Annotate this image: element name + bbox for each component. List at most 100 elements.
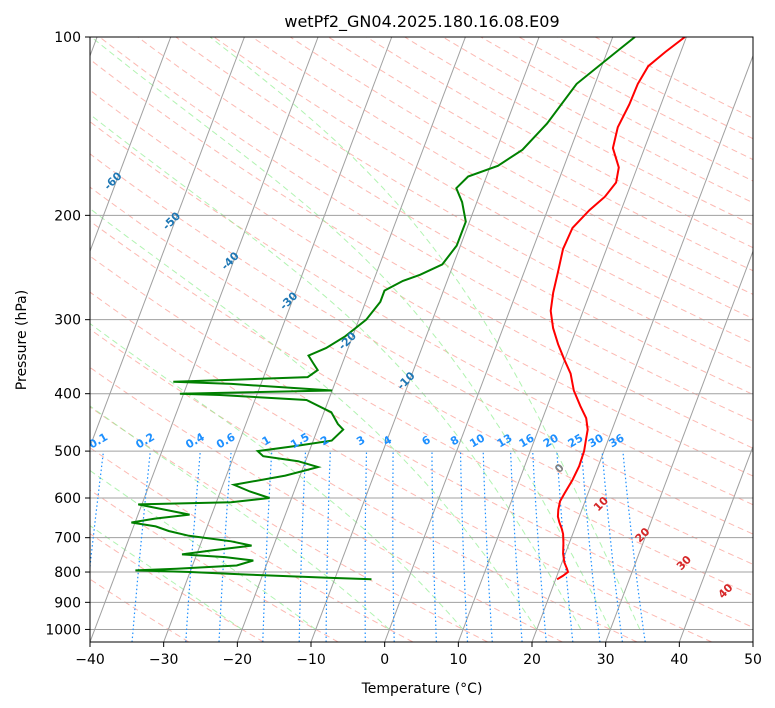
dry-adiabat	[90, 121, 753, 506]
y-tick-label: 700	[54, 531, 81, 547]
mixing-ratio-label: 36	[607, 431, 627, 450]
theta-label: 30	[674, 553, 694, 573]
mixing-ratio-label: 1	[260, 433, 273, 448]
mixing-ratio-label: 25	[566, 431, 586, 450]
y-tick-label: 200	[54, 208, 81, 224]
dewpoint-profile-line	[131, 37, 636, 581]
moist-adiabat	[90, 405, 390, 630]
isotherm-line	[752, 640, 753, 642]
mixing-ratio-line	[325, 451, 331, 642]
mixing-ratio-line	[532, 451, 547, 642]
moist-adiabat	[90, 208, 538, 630]
mixing-ratio-label: 16	[517, 431, 537, 450]
isotherm-line	[384, 37, 614, 642]
isotherm-line	[310, 37, 540, 642]
theta-label: 10	[591, 494, 611, 514]
y-tick-label: 900	[54, 595, 81, 611]
y-tick-label: 300	[54, 313, 81, 329]
mixing-ratio-label: 8	[448, 433, 461, 448]
mixing-ratio-label: 0.6	[214, 430, 238, 451]
y-axis-title: Pressure (hPa)	[14, 290, 30, 390]
dry-adiabat	[175, 37, 753, 370]
axis-ticks: −40 −30 −20 −10 0 10 20 30 40 5010020030040050060…	[45, 30, 762, 668]
y-tick-label: 400	[54, 387, 81, 403]
x-axis-title: Temperature (°C)	[361, 681, 483, 697]
x-tick-label: −30	[149, 652, 179, 668]
y-tick-label: 800	[54, 565, 81, 581]
y-tick-label: 600	[54, 491, 81, 507]
dry-adiabat	[404, 37, 753, 226]
mixing-ratio-line	[459, 451, 469, 642]
mixing-ratio-label: 10	[467, 431, 487, 450]
isotherm-line	[163, 37, 393, 642]
dry-adiabat	[90, 328, 638, 642]
theta-label: 40	[716, 581, 736, 601]
mixing-ratio-label: 0.4	[183, 430, 207, 451]
dry-adiabat	[480, 37, 753, 182]
moist-adiabat	[90, 469, 316, 630]
mixing-ratio-line	[622, 451, 646, 642]
isotherm-line	[90, 37, 172, 253]
moist-adiabat	[90, 37, 611, 630]
dry-adiabat	[518, 37, 753, 161]
theta-label: 20	[633, 525, 653, 545]
plot-area: -60-50-40-30-20-100.1 0.2 0.4 0.6 1 1.5 2 3 4 6 8 1…	[90, 37, 753, 642]
dry-adiabat	[442, 37, 753, 204]
x-tick-label: −10	[296, 652, 326, 668]
moist-adiabat	[90, 525, 243, 630]
dry-adiabat	[99, 37, 753, 422]
plot-frame	[89, 36, 754, 643]
dry-adiabat	[251, 37, 753, 320]
isotherm-label: -60	[101, 169, 124, 192]
x-tick-label: 50	[744, 652, 762, 668]
x-tick-label: 40	[670, 652, 688, 668]
mixing-ratio-line	[581, 451, 601, 642]
isotherm-line	[457, 37, 687, 642]
isotherm-line	[236, 37, 466, 642]
isotherm-label: -20	[336, 329, 359, 352]
moist-adiabat	[90, 322, 464, 630]
isotherm-line	[531, 54, 753, 642]
mixing-ratio-label: 6	[420, 433, 433, 448]
mixing-ratio-label: 1.5	[288, 430, 311, 451]
temperature-profile-line	[549, 37, 686, 581]
mixing-ratio-label: 13	[495, 431, 515, 450]
x-tick-label: 10	[449, 652, 467, 668]
dry-adiabat	[90, 291, 712, 642]
moist-adiabat	[90, 113, 582, 630]
dry-adiabat	[90, 489, 339, 642]
mixing-ratio-line	[185, 451, 201, 642]
dry-adiabat	[137, 37, 753, 395]
mixing-ratio-line	[601, 451, 623, 642]
mixing-ratio-label: 0.2	[133, 430, 156, 451]
dry-adiabat	[290, 37, 753, 295]
theta-label: 0	[552, 461, 567, 476]
x-tick-label: 20	[523, 652, 541, 668]
y-tick-label: 500	[54, 444, 81, 460]
isotherm-label: -10	[394, 369, 417, 392]
moist-adiabat	[209, 37, 641, 630]
chart-title: wetPf2_GN04.2025.180.16.08.E09	[284, 12, 559, 32]
dry-adiabat	[90, 255, 753, 628]
dry-adiabat	[556, 37, 753, 140]
x-tick-label: 0	[380, 652, 389, 668]
isotherm-line	[90, 37, 245, 449]
dry-adiabat	[595, 37, 753, 119]
y-tick-label: 1000	[45, 622, 81, 638]
dry-adiabat	[213, 37, 753, 344]
isotherm-label: -50	[160, 209, 183, 232]
x-tick-label: −40	[75, 652, 105, 668]
mixing-ratio-label: 3	[354, 433, 367, 448]
mixing-ratio-line	[90, 451, 105, 572]
isotherm-line	[605, 249, 753, 642]
mixing-ratio-line	[392, 451, 395, 642]
dry-adiabat	[90, 406, 488, 642]
mixing-ratio-line	[298, 451, 307, 642]
isotherm-line	[678, 445, 753, 642]
isotherm-line	[90, 37, 319, 642]
isotherm-label: -30	[277, 289, 300, 312]
x-tick-label: −20	[223, 652, 253, 668]
dry-adiabat	[328, 37, 753, 272]
mixing-ratio-label: 4	[381, 433, 394, 448]
mixing-ratio-line	[364, 451, 368, 642]
